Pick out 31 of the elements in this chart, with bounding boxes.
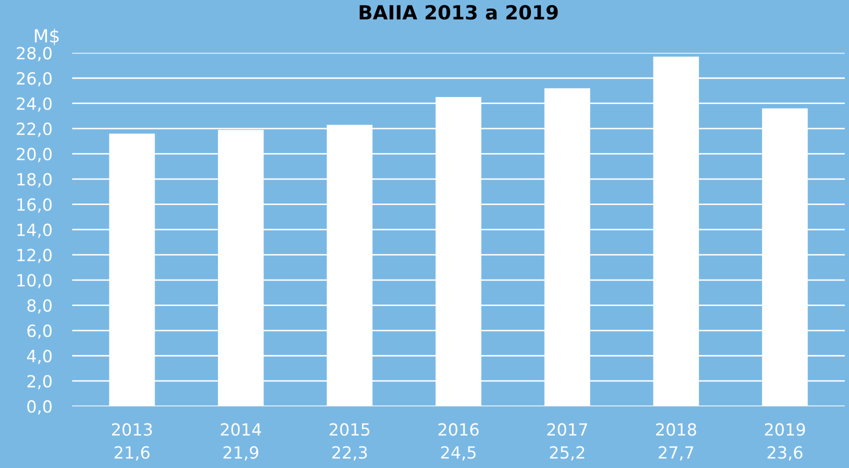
data-label: 22,3 [332,446,367,460]
x-tick-label: 2017 [547,423,588,436]
y-tick-label: 12,0 [17,248,52,264]
data-label: 27,7 [658,446,694,460]
y-tick-label: 0,0 [27,400,52,414]
x-tick-label: 2013 [112,423,152,436]
y-tick-label: 4,0 [27,350,52,364]
y-tick-label: 24,0 [16,97,52,112]
y-tick-label: 14,0 [17,224,52,238]
x-tick-label: 2018 [656,423,696,436]
y-tick-label: 28,0 [16,46,52,62]
y-tick-label: 26,0 [16,72,52,86]
y-tick-label: 16,0 [17,198,52,213]
y-tick-label: 8,0 [27,299,52,314]
x-tick-label: 2014 [220,423,262,436]
y-tick-label: 6,0 [27,324,52,339]
y-tick-label: 10,0 [17,274,52,288]
data-label: 24,5 [441,446,476,460]
data-label: 21,6 [114,446,150,460]
x-tick-label: 2019 [764,423,805,436]
y-tick-label: 20,0 [16,148,52,162]
y-axis-title: M$ [34,28,59,46]
chart-title: BAIIA 2013 a 2019 [360,4,558,20]
data-label: 25,2 [550,446,584,460]
y-tick-label: 22,0 [16,122,52,137]
x-tick-label: 2016 [438,423,479,436]
x-tick-label: 2015 [330,423,370,436]
data-label: 21,9 [223,446,258,460]
y-tick-label: 2,0 [27,374,52,390]
data-label: 23,6 [768,446,802,460]
y-tick-label: 18,0 [17,173,52,188]
